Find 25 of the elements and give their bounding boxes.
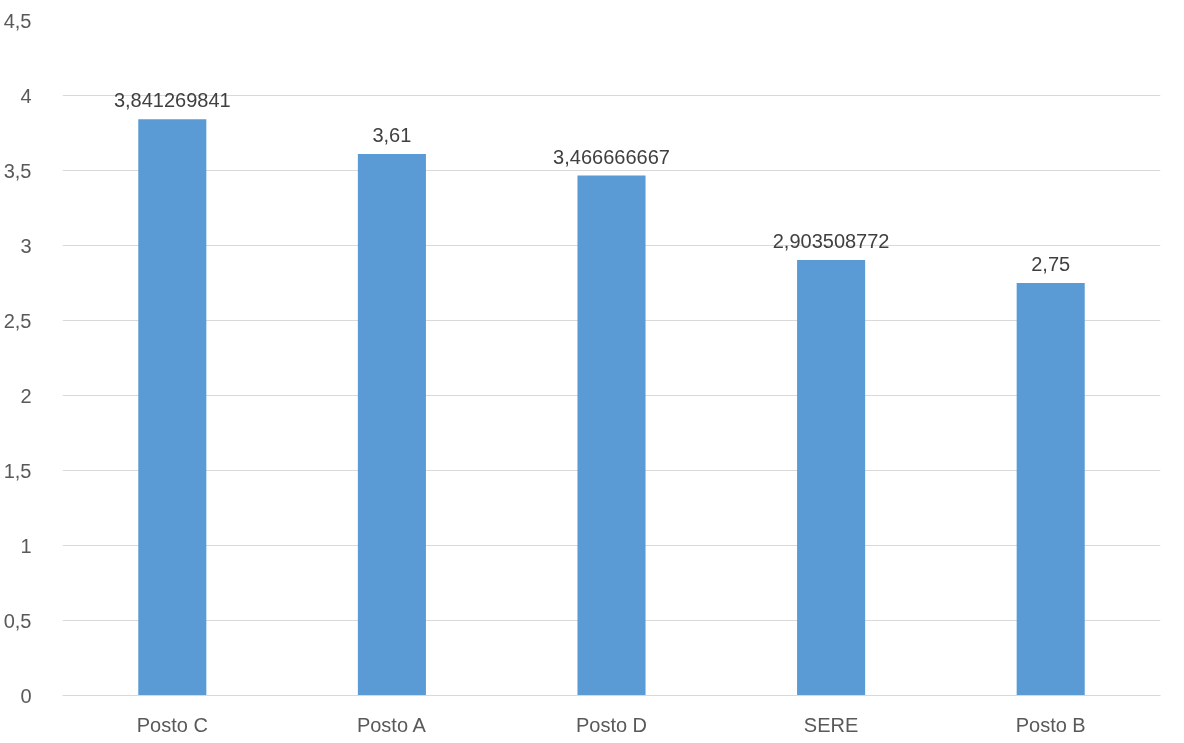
- x-tick-label: Posto D: [575, 713, 648, 736]
- y-tick-label: 2: [20, 384, 32, 407]
- data-label: 3,61: [372, 124, 412, 146]
- y-tick-label: 0,5: [3, 609, 32, 632]
- data-label: 3,466666667: [553, 145, 670, 168]
- bar: [797, 259, 866, 696]
- data-label: 2,75: [1031, 253, 1071, 275]
- bar: [138, 119, 207, 696]
- y-tick-label: 0: [20, 684, 32, 707]
- x-tick-label: Posto A: [356, 713, 427, 736]
- bar: [577, 175, 646, 696]
- x-tick-label: Posto B: [1015, 713, 1086, 736]
- data-label: 3,841269841: [113, 89, 231, 112]
- x-tick-label: Posto C: [136, 713, 208, 736]
- y-tick-label: 2,5: [3, 309, 32, 332]
- y-tick-label: 1: [20, 534, 32, 557]
- y-tick-label: 1,5: [3, 459, 32, 482]
- y-tick-label: 4: [20, 84, 32, 107]
- y-tick-label: 4,5: [3, 9, 32, 32]
- y-tick-label: 3,5: [3, 159, 32, 182]
- y-tick-label: 3: [20, 234, 32, 257]
- bar: [357, 154, 426, 696]
- data-label: 2,903508772: [772, 229, 890, 252]
- x-tick-label: SERE: [803, 713, 859, 736]
- bar: [1016, 283, 1085, 696]
